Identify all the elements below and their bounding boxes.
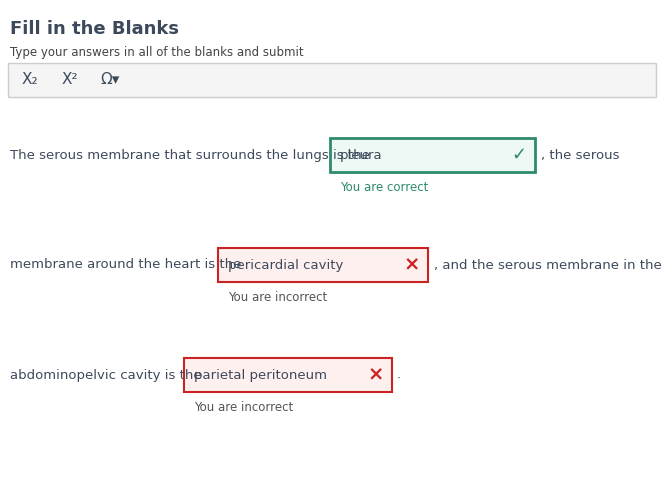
Text: You are incorrect: You are incorrect <box>228 291 327 304</box>
Text: The serous membrane that surrounds the lungs is the: The serous membrane that surrounds the l… <box>10 148 370 162</box>
Text: Type your answers in all of the blanks and submit: Type your answers in all of the blanks a… <box>10 46 303 59</box>
FancyBboxPatch shape <box>8 63 656 97</box>
Text: , and the serous membrane in the: , and the serous membrane in the <box>434 258 662 271</box>
Text: X²: X² <box>62 72 78 87</box>
Text: Fill in the Blanks: Fill in the Blanks <box>10 20 179 38</box>
Text: membrane around the heart is the: membrane around the heart is the <box>10 258 242 271</box>
Text: You are incorrect: You are incorrect <box>194 401 293 414</box>
Text: Ω▾: Ω▾ <box>100 72 120 87</box>
Text: ×: × <box>404 255 420 274</box>
Text: ✓: ✓ <box>511 146 527 164</box>
Text: abdominopelvic cavity is the: abdominopelvic cavity is the <box>10 369 202 381</box>
FancyBboxPatch shape <box>330 138 535 172</box>
FancyBboxPatch shape <box>184 358 392 392</box>
Text: parietal peritoneum: parietal peritoneum <box>194 369 327 381</box>
Text: ×: × <box>368 366 384 384</box>
Text: X₂: X₂ <box>22 72 39 87</box>
Text: pericardial cavity: pericardial cavity <box>228 258 343 271</box>
Text: .: . <box>397 369 401 381</box>
Text: , the serous: , the serous <box>541 148 620 162</box>
Text: pleura: pleura <box>340 148 382 162</box>
FancyBboxPatch shape <box>218 248 428 282</box>
Text: You are correct: You are correct <box>340 181 428 194</box>
